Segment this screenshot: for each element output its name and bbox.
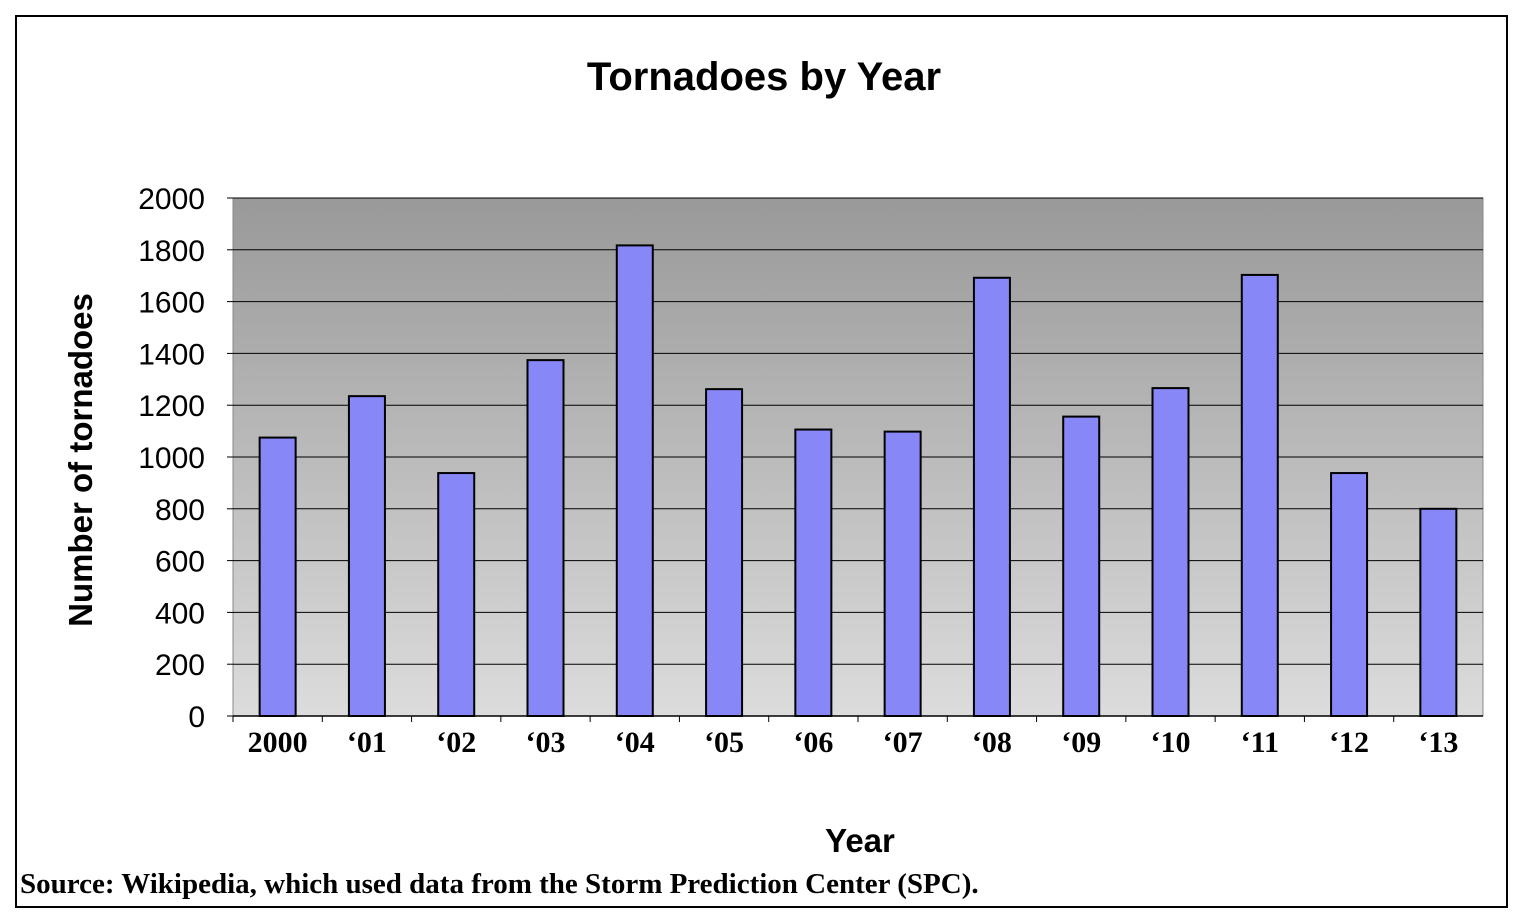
x-tick-label: ‘04 — [615, 726, 655, 759]
bar-10 — [1151, 387, 1190, 717]
x-tick-label: ‘10 — [1151, 726, 1191, 759]
y-tick-label: 400 — [155, 597, 205, 630]
y-tick-label: 0 — [188, 701, 205, 734]
bar-1 — [347, 395, 386, 717]
y-tick-label: 200 — [155, 649, 205, 682]
chart-frame — [15, 15, 1508, 908]
x-tick-label: ‘06 — [793, 726, 833, 759]
bar-9 — [1062, 415, 1101, 717]
bar-7 — [883, 430, 922, 717]
chart-title: Tornadoes by Year — [587, 55, 941, 99]
y-tick-label: 2000 — [138, 183, 205, 216]
bar-0 — [258, 436, 297, 717]
x-tick-label: ‘12 — [1329, 726, 1369, 759]
bar-13 — [1419, 507, 1458, 717]
x-tick-label: ‘08 — [972, 726, 1012, 759]
x-tick-label: ‘01 — [347, 726, 387, 759]
bar-5 — [705, 388, 744, 717]
bar-2 — [437, 472, 476, 718]
y-axis-label: Number of tornadoes — [62, 293, 99, 627]
y-tick-label: 800 — [155, 494, 205, 527]
bar-8 — [972, 276, 1011, 717]
y-tick-label: 1400 — [138, 338, 205, 371]
y-tick-label: 1200 — [138, 390, 205, 423]
x-axis-label: Year — [825, 822, 895, 859]
x-tick-label: ‘05 — [704, 726, 744, 759]
y-tick-label: 1800 — [138, 235, 205, 268]
x-tick-label: ‘02 — [436, 726, 476, 759]
x-tick-label: ‘09 — [1061, 726, 1101, 759]
source-note: Source: Wikipedia, which used data from … — [20, 868, 979, 900]
x-tick-label: 2000 — [248, 726, 308, 759]
y-tick-label: 600 — [155, 546, 205, 579]
bar-11 — [1240, 273, 1279, 717]
y-tick-label: 1000 — [138, 442, 205, 475]
x-tick-label: ‘03 — [526, 726, 566, 759]
bar-4 — [615, 244, 654, 717]
bar-6 — [794, 428, 833, 717]
y-tick-label: 1600 — [138, 287, 205, 320]
bar-12 — [1330, 472, 1369, 718]
x-tick-label: ‘11 — [1241, 726, 1279, 759]
x-tick-label: ‘07 — [883, 726, 923, 759]
bar-3 — [526, 359, 565, 717]
x-tick-label: ‘13 — [1418, 726, 1458, 759]
